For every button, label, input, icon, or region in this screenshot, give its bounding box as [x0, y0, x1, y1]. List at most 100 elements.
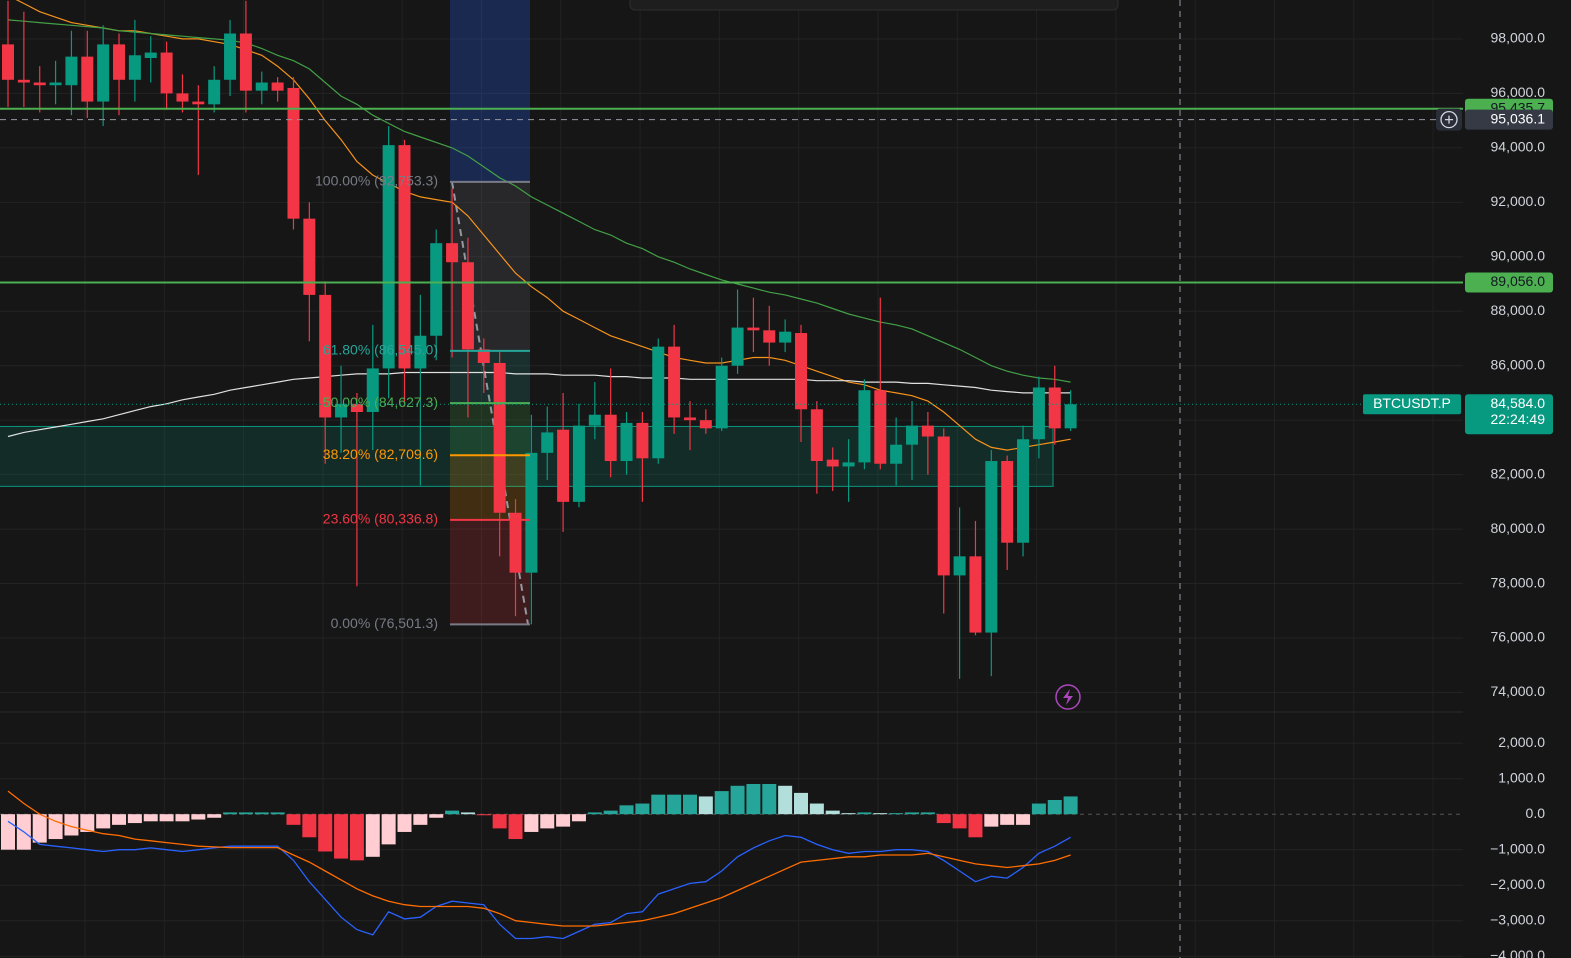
- histogram-bar: [603, 810, 618, 815]
- histogram-bar: [968, 814, 983, 838]
- candle-body: [144, 52, 157, 59]
- y-tick-label: 76,000.0: [1491, 629, 1546, 645]
- histogram-bar: [857, 812, 872, 815]
- histogram-bar: [778, 785, 793, 815]
- candle-body: [668, 346, 681, 418]
- y-tick-label: 86,000.0: [1491, 356, 1546, 372]
- fib-zone: [450, 455, 530, 520]
- candle-body: [874, 390, 887, 464]
- candle-body: [319, 294, 332, 418]
- histogram-bar: [270, 812, 285, 815]
- fib-label: 61.80% (86,545.0): [323, 342, 438, 358]
- candle-body: [382, 145, 395, 369]
- y-tick-label: 88,000.0: [1491, 302, 1546, 318]
- candle-body: [208, 79, 221, 105]
- candle-body: [620, 422, 633, 462]
- candle-body: [255, 82, 268, 91]
- alert-bolt: [1063, 689, 1073, 705]
- candle-body: [890, 444, 903, 464]
- fib-zone: [450, 403, 530, 456]
- histogram-bar: [238, 812, 253, 815]
- y-tick-label: 92,000.0: [1491, 193, 1546, 209]
- y-tick-label: 96,000.0: [1491, 84, 1546, 100]
- histogram-bar: [80, 814, 95, 832]
- histogram-bar: [698, 796, 713, 815]
- y-tick-label: 0.0: [1526, 805, 1546, 821]
- histogram-bar: [96, 814, 111, 829]
- candle-body: [985, 461, 998, 633]
- candle-body: [921, 425, 934, 437]
- candle-body: [398, 145, 411, 369]
- countdown-label: 22:24:49: [1491, 411, 1546, 427]
- histogram-bar: [334, 814, 349, 859]
- candle-body: [303, 218, 316, 295]
- add-button-plus: [1445, 115, 1453, 124]
- y-tick-label: 80,000.0: [1491, 520, 1546, 536]
- fib-label: 50.00% (84,627.3): [323, 394, 438, 410]
- candle-body: [2, 44, 14, 80]
- candle-body: [953, 556, 966, 576]
- candle-body: [414, 335, 427, 369]
- histogram-bar: [302, 814, 317, 838]
- histogram-bar: [349, 814, 364, 861]
- histogram-bar: [318, 814, 333, 852]
- candle-body: [652, 346, 665, 459]
- histogram-bar: [460, 812, 475, 815]
- histogram-bar: [508, 814, 523, 840]
- candle-body: [763, 330, 776, 343]
- level-tag: [1465, 272, 1553, 293]
- histogram-bar: [413, 814, 428, 825]
- symbol-tag: [1363, 394, 1461, 415]
- candle-body: [1001, 461, 1014, 543]
- fib-label: 0.00% (76,501.3): [331, 615, 438, 631]
- candle-body: [461, 262, 474, 350]
- histogram-bar: [889, 813, 904, 815]
- alert-icon[interactable]: [1055, 684, 1081, 710]
- histogram-bar: [571, 814, 586, 822]
- histogram-bar: [841, 813, 856, 815]
- candle-body: [557, 429, 570, 502]
- candle-body: [731, 327, 744, 366]
- fib-label: 38.20% (82,709.6): [323, 446, 438, 462]
- toolbar[interactable]: [629, 0, 1119, 11]
- moving-average: [7, 371, 1071, 438]
- histogram-bar: [191, 814, 206, 820]
- histogram-bar: [762, 784, 777, 815]
- candle-body: [937, 436, 950, 576]
- candle-body: [509, 512, 522, 573]
- candle-body: [1064, 404, 1077, 429]
- histogram-bar: [223, 812, 238, 815]
- y-tick-label: 78,000.0: [1491, 574, 1546, 590]
- histogram-bar: [1, 814, 15, 850]
- candle-body: [350, 403, 363, 413]
- histogram-bar: [587, 812, 602, 815]
- crosshair-label: 95,036.1: [1491, 110, 1546, 126]
- histogram-bar: [207, 814, 222, 818]
- histogram-bar: [112, 814, 127, 825]
- candle-body: [858, 390, 871, 463]
- candle-body: [33, 82, 46, 86]
- symbol-label: BTCUSDT.P: [1373, 395, 1451, 411]
- candle-body: [65, 56, 78, 86]
- histogram-bar: [397, 814, 412, 832]
- y-tick-label: −2,000.0: [1490, 876, 1545, 892]
- histogram-bar: [476, 814, 491, 816]
- candle-body: [287, 87, 300, 219]
- histogram-bar: [143, 814, 158, 822]
- candle-body: [795, 333, 807, 410]
- candle-body: [113, 44, 126, 80]
- y-tick-label: 98,000.0: [1491, 30, 1546, 46]
- histogram-bar: [159, 814, 174, 822]
- histogram-bar: [651, 794, 666, 815]
- histogram-bar: [365, 814, 380, 857]
- candle-body: [636, 422, 649, 459]
- candle-body: [366, 368, 379, 413]
- histogram-bar: [1031, 803, 1046, 815]
- histogram-bar: [286, 814, 301, 825]
- histogram-bar: [445, 810, 460, 815]
- candle-body: [810, 409, 823, 462]
- candle-body: [335, 403, 348, 418]
- candle-body: [683, 417, 696, 421]
